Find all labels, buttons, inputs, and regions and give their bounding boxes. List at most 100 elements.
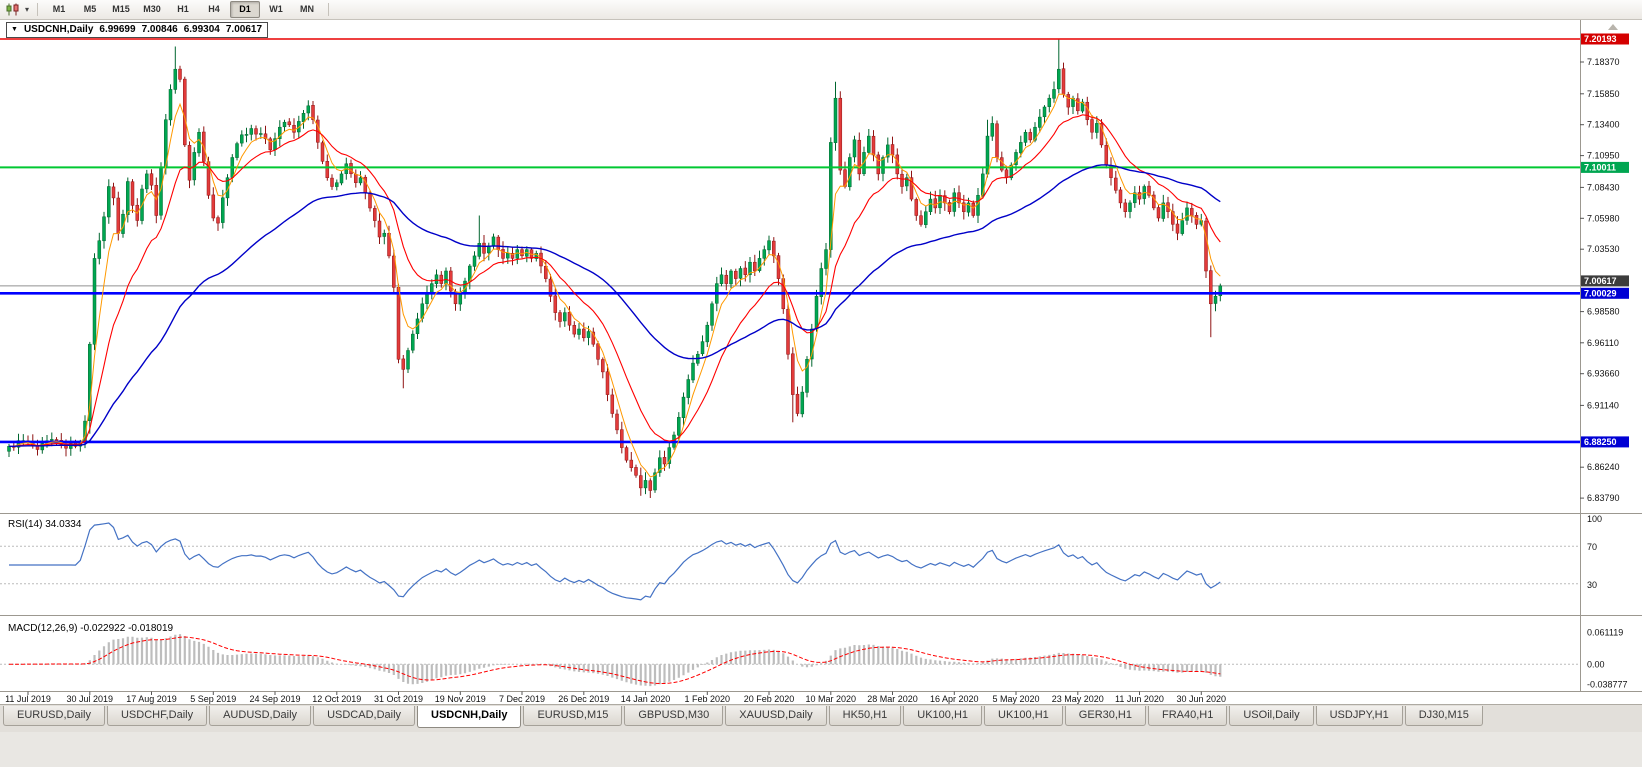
svg-text:6.88250: 6.88250: [1584, 437, 1617, 447]
axes: 7.18370 7.15850 7.13400 7.10950 7.08430 7.059…: [0, 20, 1642, 692]
toolbar-separator: [37, 3, 39, 16]
date-label: 7 Dec 2019: [499, 694, 545, 704]
tab-usdchf-daily[interactable]: USDCHF,Daily: [106, 706, 208, 726]
timeframe-h4-button[interactable]: H4: [208, 4, 220, 14]
rsi-line: [9, 522, 1221, 601]
tab-xauusd-daily[interactable]: XAUUSD,Daily: [725, 706, 827, 726]
tab-usdcnh-daily[interactable]: USDCNH,Daily: [417, 706, 522, 728]
svg-text:7.20193: 7.20193: [1584, 34, 1617, 44]
timeframe-buttons: M1 M5 M15 M30 H1 H4 D1 W1 MN: [44, 1, 322, 18]
price-tick-label: 6.96110: [1587, 338, 1619, 348]
tab-usdcad-daily[interactable]: USDCAD,Daily: [313, 706, 416, 726]
price-tick-label: 6.91140: [1587, 400, 1619, 410]
date-axis[interactable]: 11 Jul 2019 30 Jul 2019 17 Aug 2019 5 Sep 2…: [5, 691, 1227, 705]
macd-scale-label: 0.00: [1587, 659, 1605, 669]
tab-usdjpy-h1[interactable]: USDJPY,H1: [1315, 706, 1403, 726]
timeframe-mn-button[interactable]: MN: [300, 4, 315, 14]
svg-text:7.00617: 7.00617: [1584, 276, 1617, 286]
timeframe-m15-button[interactable]: M15: [112, 4, 130, 14]
date-label: 26 Dec 2019: [558, 694, 609, 704]
tab-dj30-m15[interactable]: DJ30,M15: [1404, 706, 1483, 726]
timeframe-m1-button[interactable]: M1: [52, 4, 66, 14]
macd-indicator-label: MACD(12,26,9) -0.022922 -0.018019: [8, 623, 174, 634]
ma-line-55: [9, 164, 1221, 447]
macd-scale-label: -0.038777: [1587, 680, 1628, 690]
tab-usoil-daily[interactable]: USOil,Daily: [1229, 706, 1314, 726]
price-tick-label: 6.93660: [1587, 369, 1620, 379]
ohlc-low: 6.99304: [183, 24, 220, 35]
timeframe-m5-button[interactable]: M5: [83, 4, 97, 14]
date-label: 23 May 2020: [1052, 694, 1104, 704]
tab-eurusd-daily[interactable]: EURUSD,Daily: [3, 706, 105, 726]
timeframe-h1-button[interactable]: H1: [177, 4, 189, 14]
toolbar-separator: [328, 3, 330, 16]
tab-fra40-h1[interactable]: FRA40,H1: [1148, 706, 1228, 726]
timeframe-m30-button[interactable]: M30: [143, 4, 161, 14]
date-label: 5 Sep 2019: [190, 694, 236, 704]
svg-text:7.00029: 7.00029: [1584, 288, 1617, 298]
main-toolbar: ▾ M1 M5 M15 M30 H1 H4 D1 W1 MN: [0, 0, 1642, 20]
tab-ger30-h1[interactable]: GER30,H1: [1064, 706, 1146, 726]
price-tick-label: 7.15850: [1587, 89, 1620, 99]
tab-hk50-h1[interactable]: HK50,H1: [828, 706, 902, 726]
tab-audusd-daily[interactable]: AUDUSD,Daily: [209, 706, 312, 726]
price-tick-label: 6.83790: [1587, 493, 1620, 503]
pane-splitters[interactable]: [0, 513, 1642, 617]
date-label: 16 Apr 2020: [930, 694, 979, 704]
price-tick-label: 7.03530: [1587, 244, 1620, 254]
price-tick-label: 7.18370: [1587, 57, 1620, 67]
date-label: 31 Oct 2019: [374, 694, 423, 704]
candlestick-series: [7, 39, 1223, 498]
date-label: 20 Feb 2020: [744, 694, 795, 704]
macd-scale-label: 0.061119: [1587, 627, 1623, 637]
tab-eurusd-m15[interactable]: EURUSD,M15: [523, 706, 623, 726]
macd-signal-line: [9, 636, 1221, 684]
rsi-scale-label: 30: [1587, 580, 1597, 590]
date-label: 24 Sep 2019: [249, 694, 300, 704]
scroll-up-icon[interactable]: [1608, 24, 1618, 30]
candlestick-chart-icon[interactable]: [5, 3, 21, 17]
date-label: 11 Jul 2019: [5, 694, 51, 704]
date-label: 1 Feb 2020: [685, 694, 731, 704]
date-label: 5 May 2020: [992, 694, 1039, 704]
horizontal-level-lines[interactable]: [0, 38, 1580, 444]
date-label: 14 Jan 2020: [621, 694, 671, 704]
price-tick-label: 7.10950: [1587, 151, 1620, 161]
ohlc-close: 7.00617: [225, 24, 263, 35]
current-price-box: 7.00617: [1581, 275, 1629, 287]
timeframe-d1-button[interactable]: D1: [230, 1, 261, 18]
level-price-box: 7.10011: [1581, 161, 1629, 173]
date-label: 11 Jun 2020: [1115, 694, 1164, 704]
ohlc-high: 7.00846: [141, 24, 178, 35]
rsi-pane: [0, 522, 1580, 601]
date-label: 12 Oct 2019: [312, 694, 361, 704]
rsi-scale-label: 70: [1587, 542, 1597, 552]
symbol-title: USDCNH,Daily: [23, 24, 94, 35]
price-tick-label: 6.86240: [1587, 462, 1620, 472]
tab-uk100-h1[interactable]: UK100,H1: [984, 706, 1063, 726]
date-label: 10 Mar 2020: [806, 694, 857, 704]
chart-type-caret-icon[interactable]: ▾: [25, 4, 30, 14]
timeframe-w1-button[interactable]: W1: [269, 4, 283, 14]
chart-area[interactable]: 7.18370 7.15850 7.13400 7.10950 7.08430 7.059…: [0, 20, 1642, 704]
tab-uk100-h1[interactable]: UK100,H1: [903, 706, 983, 726]
rsi-scale-label: 100: [1587, 514, 1602, 524]
ma-line-15: [8, 114, 1221, 447]
date-label: 19 Nov 2019: [435, 694, 486, 704]
price-tick-label: 7.05980: [1587, 213, 1620, 223]
level-price-box: 6.88250: [1581, 436, 1629, 448]
ma-line-5: [8, 93, 1221, 478]
level-price-box: 7.00029: [1581, 287, 1629, 299]
macd-pane: [0, 634, 1580, 687]
price-tick-label: 7.13400: [1587, 120, 1620, 130]
date-label: 17 Aug 2019: [126, 694, 177, 704]
macd-histogram: [17, 634, 1222, 687]
ohlc-open: 6.99699: [99, 24, 136, 35]
chart-canvas[interactable]: 7.18370 7.15850 7.13400 7.10950 7.08430 7.059…: [0, 20, 1642, 704]
symbol-info-box[interactable]: ▼ USDCNH,Daily 6.99699 7.00846 6.99304 7…: [6, 22, 269, 38]
date-label: 30 Jun 2020: [1177, 694, 1227, 704]
date-label: 28 Mar 2020: [867, 694, 918, 704]
tab-gbpusd-m30[interactable]: GBPUSD,M30: [624, 706, 724, 726]
price-tick-label: 6.98580: [1587, 307, 1620, 317]
chart-tabs: EURUSD,Daily USDCHF,Daily AUDUSD,Daily USDC…: [0, 704, 1642, 732]
